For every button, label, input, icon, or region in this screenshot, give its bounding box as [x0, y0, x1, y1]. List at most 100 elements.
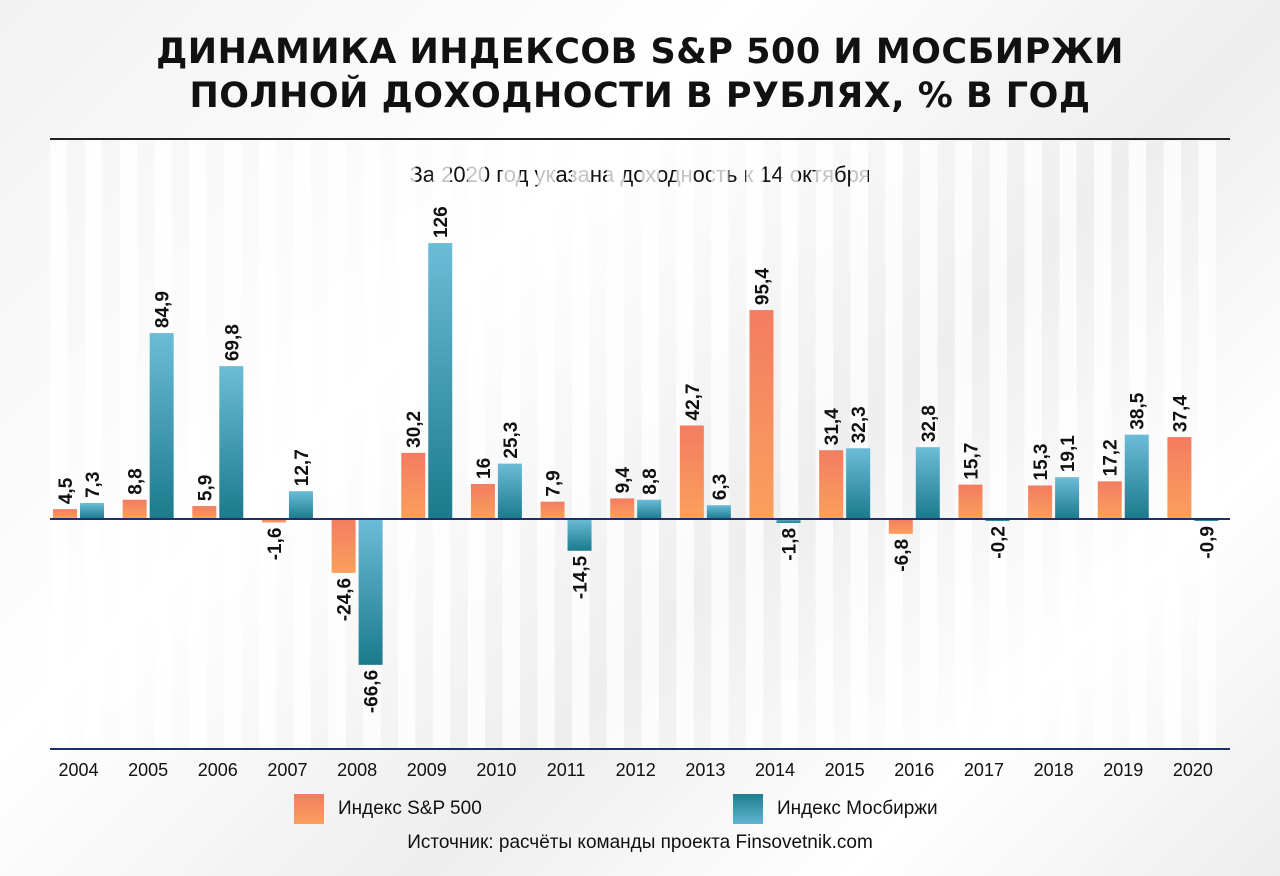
bar-sp500-2011	[540, 501, 565, 519]
bg-stripe	[189, 141, 207, 749]
x-tick-labels-group: 2004 2005 2006 2007 2008 2009 2010 2011 2012 2013…	[58, 760, 1212, 780]
x-tick-label-2019: 2019	[1103, 760, 1143, 780]
bg-stripe	[1094, 141, 1112, 749]
x-tick-label-2015: 2015	[825, 760, 865, 780]
bg-stripe	[119, 141, 137, 749]
data-label-sp500-2015: 31,4	[822, 408, 843, 445]
data-label-moex-2006: 69,8	[222, 324, 243, 361]
bar-moex-2018	[1055, 477, 1080, 519]
bar-sp500-2013	[679, 425, 704, 519]
data-label-sp500-2020: 37,4	[1170, 395, 1191, 432]
x-tick-label-2016: 2016	[894, 760, 934, 780]
data-label-moex-2016: 32,8	[919, 405, 940, 442]
data-label-sp500-2010: 16	[474, 458, 495, 479]
x-tick-label-2006: 2006	[198, 760, 238, 780]
data-label-sp500-2019: 17,2	[1101, 439, 1122, 476]
bg-stripe	[502, 141, 520, 749]
data-label-moex-2017: -0,2	[988, 526, 1009, 559]
bar-sp500-2018	[1028, 485, 1053, 519]
bg-stripe	[1059, 141, 1077, 749]
bar-moex-2009	[428, 243, 453, 519]
bar-sp500-2014	[749, 310, 774, 519]
bar-sp500-2020	[1167, 437, 1192, 519]
bar-sp500-2009	[401, 452, 426, 519]
background-stripes	[50, 141, 1216, 749]
x-tick-label-2012: 2012	[616, 760, 656, 780]
data-labels-group: 4,5 7,3 8,8 84,9 5,9 69,8 -1,6 12,7 -24,6 -66,6 30…	[56, 206, 1218, 713]
data-label-sp500-2013: 42,7	[683, 384, 704, 421]
data-label-moex-2009: 126	[431, 206, 452, 238]
legend-label-moex: Индекс Мосбиржи	[777, 798, 938, 819]
data-label-moex-2020: -0,9	[1197, 526, 1218, 559]
bg-stripe	[293, 141, 311, 749]
bar-sp500-2012	[610, 498, 635, 519]
data-label-sp500-2018: 15,3	[1031, 444, 1052, 481]
bar-sp500-2017	[958, 484, 983, 519]
data-label-sp500-2006: 5,9	[195, 475, 216, 501]
bg-stripe	[780, 141, 799, 749]
bg-stripe	[711, 141, 729, 749]
legend-label-sp500: Индекс S&P 500	[338, 798, 482, 819]
data-label-moex-2011: -14,5	[571, 555, 592, 599]
data-label-moex-2013: 6,3	[710, 474, 731, 500]
bg-stripe	[398, 141, 416, 749]
data-label-sp500-2008: -24,6	[335, 578, 356, 621]
bg-stripe	[572, 141, 590, 749]
x-tick-label-2014: 2014	[755, 760, 795, 780]
bar-moex-2004	[80, 503, 104, 519]
data-label-sp500-2007: -1,6	[265, 528, 286, 561]
x-tick-label-2009: 2009	[407, 760, 447, 780]
chart-title: ДИНАМИКА ИНДЕКСОВ S&P 500 И МОСБИРЖИ ПОЛ…	[0, 30, 1280, 118]
x-tick-label-2007: 2007	[267, 760, 307, 780]
x-tick-label-2013: 2013	[685, 760, 725, 780]
bar-sp500-2006	[192, 506, 217, 519]
axes-group	[50, 518, 1230, 750]
bg-stripe	[920, 141, 938, 749]
data-label-moex-2008: -66,6	[362, 670, 383, 713]
bar-moex-2013	[706, 505, 731, 519]
bar-sp500-2004	[53, 509, 77, 519]
data-label-sp500-2017: 15,7	[961, 443, 982, 480]
bar-moex-2015	[846, 448, 871, 519]
bar-moex-2006	[219, 366, 244, 519]
bar-moex-2011	[567, 519, 592, 551]
bg-stripe	[1024, 141, 1042, 749]
x-tick-label-2017: 2017	[964, 760, 1004, 780]
bg-stripe	[258, 141, 277, 749]
x-tick-label-2004: 2004	[58, 760, 98, 780]
bg-stripe	[467, 141, 485, 749]
legend-item-sp500: Индекс S&P 500	[294, 793, 482, 825]
bg-stripe	[641, 141, 659, 749]
bar-sp500-2010	[470, 483, 495, 519]
source-note: Источник: расчёты команды проекта Finsov…	[407, 832, 873, 853]
bar-moex-2005	[149, 333, 174, 519]
bg-stripe	[84, 141, 103, 749]
bg-stripe	[328, 141, 346, 749]
data-label-moex-2010: 25,3	[501, 422, 522, 459]
bar-sp500-2015	[819, 450, 844, 519]
bar-moex-2007	[288, 491, 313, 519]
bar-moex-2010	[497, 463, 522, 519]
bg-stripe	[50, 141, 68, 749]
bg-stripe	[815, 141, 833, 749]
bar-sp500-2007	[261, 519, 286, 523]
x-tick-label-2018: 2018	[1034, 760, 1074, 780]
legend-item-moex: Индекс Мосбиржи	[733, 793, 938, 825]
bg-stripe	[989, 141, 1007, 749]
x-tick-label-2005: 2005	[128, 760, 168, 780]
data-label-sp500-2011: 7,9	[544, 470, 565, 496]
data-label-moex-2007: 12,7	[292, 449, 313, 486]
x-tick-label-2020: 2020	[1173, 760, 1213, 780]
bg-stripe	[885, 141, 903, 749]
data-label-sp500-2012: 9,4	[613, 467, 634, 494]
bar-moex-2016	[915, 447, 940, 519]
bar-sp500-2019	[1097, 481, 1122, 519]
bar-sp500-2005	[122, 499, 147, 519]
bar-moex-2014	[776, 519, 801, 523]
legend-swatch-sp500	[294, 794, 324, 824]
data-label-moex-2019: 38,5	[1128, 392, 1149, 429]
x-tick-label-2010: 2010	[476, 760, 516, 780]
legend-swatch-moex	[733, 794, 763, 824]
chart-title-line2: ПОЛНОЙ ДОХОДНОСТИ В РУБЛЯХ, % В ГОД	[189, 76, 1091, 116]
